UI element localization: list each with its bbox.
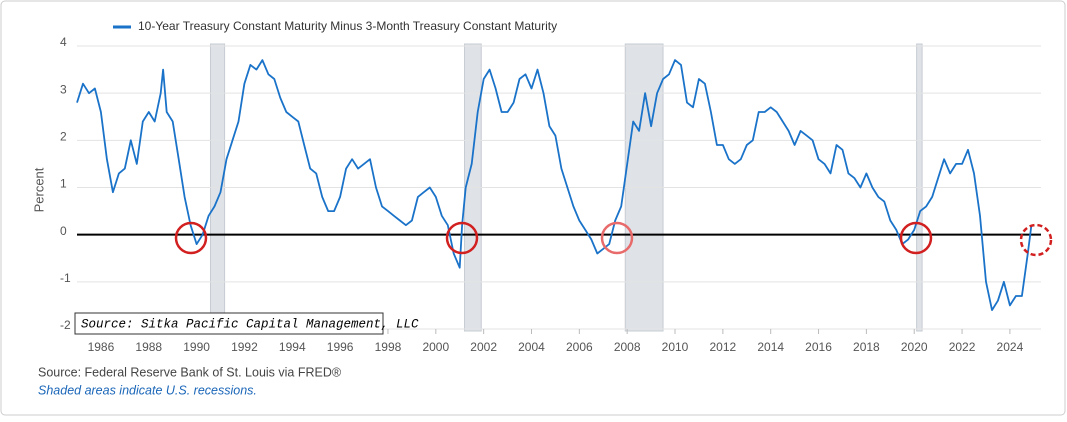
x-tick-label: 2004 xyxy=(518,340,545,354)
circle xyxy=(1019,223,1053,257)
x-tick-label: 2022 xyxy=(949,340,976,354)
x-tick-label: 1988 xyxy=(135,340,162,354)
legend-label: 10-Year Treasury Constant Maturity Minus… xyxy=(138,19,557,33)
x-tick-label: 2018 xyxy=(853,340,880,354)
x-tick-label: 1996 xyxy=(327,340,354,354)
x-tick-label: 2000 xyxy=(422,340,449,354)
x-tick-label: 1986 xyxy=(88,340,115,354)
x-tick-label: 1994 xyxy=(279,340,306,354)
circle xyxy=(445,221,479,255)
x-tick-label: 1998 xyxy=(375,340,402,354)
y-tick-label: -2 xyxy=(60,318,71,332)
y-tick-label: 2 xyxy=(60,130,67,144)
x-tick-label: 1990 xyxy=(183,340,210,354)
series-line xyxy=(76,59,1033,311)
x-tick-label: 2020 xyxy=(901,340,928,354)
x-tick-label: 2012 xyxy=(710,340,737,354)
circle xyxy=(174,221,208,255)
annotation: Source: Sitka Pacific Capital Management… xyxy=(81,317,419,331)
note: Shaded areas indicate U.S. recessions. xyxy=(38,383,257,397)
annotation-box xyxy=(74,312,384,335)
annotation-circles xyxy=(174,221,1053,257)
x-tick-label: 2008 xyxy=(614,340,641,354)
x-tick-label: 2010 xyxy=(662,340,689,354)
x-tick-label: 2024 xyxy=(997,340,1024,354)
x-tick-label: 2014 xyxy=(757,340,784,354)
y-axis-label: Percent xyxy=(31,167,46,212)
x-tick-label: 1992 xyxy=(231,340,258,354)
x-tick-label: 2006 xyxy=(566,340,593,354)
y-tick-label: -1 xyxy=(60,271,71,285)
y-tick-label: 0 xyxy=(60,224,67,238)
x-tick-label: 2016 xyxy=(805,340,832,354)
circle xyxy=(899,221,933,255)
y-tick-label: 4 xyxy=(60,35,67,49)
x-tick-label: 2002 xyxy=(470,340,497,354)
y-tick-label: 1 xyxy=(60,177,67,191)
circle xyxy=(600,221,634,255)
source: Source: Federal Reserve Bank of St. Loui… xyxy=(38,365,342,379)
y-tick-label: 3 xyxy=(60,82,67,96)
plot: -2 -1 0 1 2 3 4 1986 1988 1990 1992 1994 1996 1998 200… xyxy=(60,35,1041,354)
